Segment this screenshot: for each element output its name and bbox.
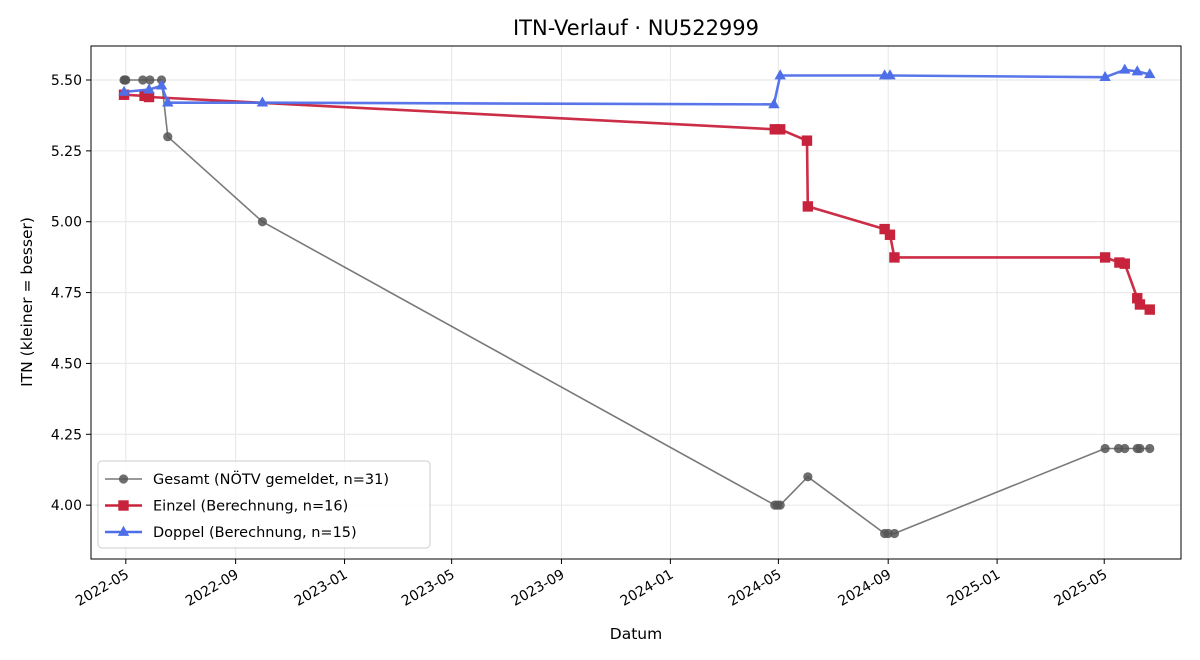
data-point: [162, 96, 174, 107]
data-point: [1145, 443, 1155, 454]
data-point: [143, 83, 155, 94]
data-point: [879, 223, 890, 235]
series-circle: [119, 75, 1155, 539]
data-point: [143, 91, 155, 103]
legend: Gesamt (NÖTV gemeldet, n=31) Einzel (Bere…: [97, 460, 431, 549]
data-point: [801, 135, 813, 146]
data-point: [1119, 258, 1130, 269]
data-point: [1131, 65, 1143, 76]
y-tick-label: 4.00: [51, 498, 82, 514]
data-point: [774, 69, 786, 80]
series-layer: [118, 63, 1156, 539]
data-point: [774, 124, 786, 135]
data-point: [118, 85, 130, 96]
y-tick-label: 5.00: [51, 215, 82, 231]
legend-label: Gesamt (NÖTV gemeldet, n=31): [153, 470, 389, 488]
data-point: [1100, 443, 1110, 454]
legend-label: Doppel (Berechnung, n=15): [153, 525, 357, 541]
data-point: [1114, 257, 1125, 268]
data-point: [1119, 63, 1131, 74]
grid: [91, 46, 1181, 559]
x-axis-label: Datum: [610, 625, 662, 643]
legend-item: Einzel (Berechnung, n=16): [105, 499, 348, 515]
y-tick-label: 4.50: [51, 356, 82, 372]
data-point: [1120, 443, 1130, 454]
data-point: [889, 528, 900, 539]
y-tick-label: 5.50: [51, 73, 82, 89]
legend-box: [97, 460, 431, 549]
data-point: [1132, 293, 1143, 304]
series-triangle: [118, 63, 1156, 109]
data-point: [1144, 304, 1155, 315]
data-point: [775, 500, 785, 510]
data-point: [884, 229, 896, 240]
data-point: [121, 75, 131, 85]
data-point: [117, 525, 130, 536]
data-point: [802, 201, 814, 212]
data-point: [889, 252, 900, 263]
data-point: [1099, 70, 1111, 82]
data-point: [155, 79, 168, 90]
data-point: [768, 98, 780, 109]
y-tick-label: 5.25: [51, 144, 82, 160]
y-axis-label: ITN (kleiner = besser): [18, 217, 36, 387]
data-point: [118, 500, 129, 511]
chart-title: ITN-Verlauf · NU522999: [513, 16, 759, 40]
data-point: [769, 124, 781, 135]
data-point: [803, 472, 813, 482]
legend-item: Gesamt (NÖTV gemeldet, n=31): [105, 470, 389, 488]
data-point: [1099, 252, 1111, 263]
y-tick-label: 4.75: [51, 286, 82, 302]
data-point: [118, 474, 129, 484]
data-point: [145, 75, 155, 85]
legend-item: Doppel (Berechnung, n=15): [105, 525, 357, 541]
data-point: [1134, 299, 1146, 310]
data-point: [884, 69, 896, 80]
data-point: [138, 75, 148, 85]
plot-frame: [90, 45, 1182, 560]
data-point: [163, 132, 173, 142]
y-tick-label: 4.25: [51, 427, 82, 443]
data-point: [256, 96, 269, 107]
data-point: [1144, 68, 1156, 79]
data-point: [1135, 443, 1145, 454]
legend-label: Einzel (Berechnung, n=16): [153, 499, 348, 515]
y-axis-ticks: 4.00 4.25 4.50 4.75 5.00 5.25 5.50: [51, 73, 91, 514]
data-point: [257, 217, 268, 227]
